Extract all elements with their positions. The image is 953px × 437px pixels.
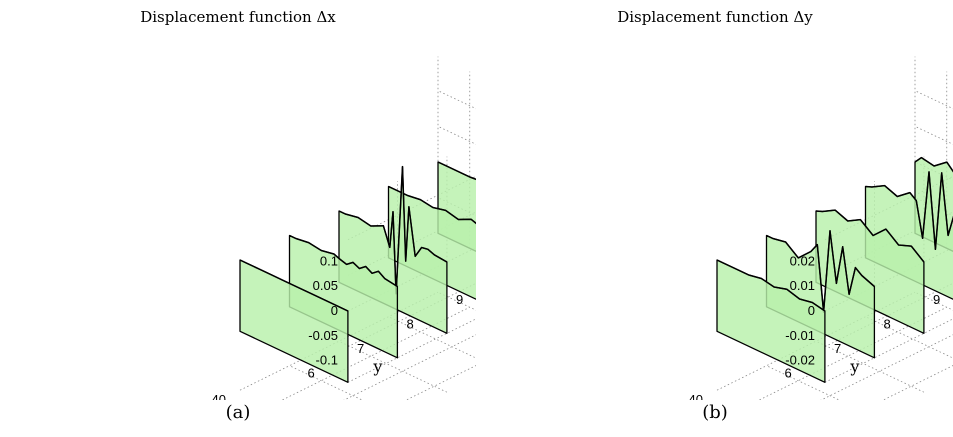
z-tick-label: -0.02 bbox=[785, 353, 815, 368]
y-tick-label: 9 bbox=[456, 292, 463, 307]
z-tick-label: 0.01 bbox=[790, 278, 815, 293]
series-line bbox=[914, 156, 953, 173]
series-line bbox=[865, 171, 953, 251]
grid-line bbox=[343, 334, 476, 400]
series-line bbox=[239, 259, 349, 312]
z-tick-label: 0 bbox=[808, 303, 815, 318]
z-tick-label: -0.1 bbox=[316, 353, 338, 368]
y-axis: 6 7 8 9 y bbox=[785, 292, 941, 381]
series-line bbox=[716, 259, 826, 312]
plot-3d-b: 0.02 0.01 0 -0.01 -0.02 25303540x 6 7 8 9 y bbox=[689, 56, 953, 400]
series-line bbox=[289, 234, 398, 288]
grid-line bbox=[347, 175, 476, 241]
panel-b: Displacement function Δy 0.02 0.01 0 -0.01 -… bbox=[477, 0, 953, 437]
y-tick-label: 6 bbox=[308, 366, 315, 381]
series-slice bbox=[716, 259, 826, 383]
y-axis-label: y bbox=[372, 357, 382, 376]
x-tick-label: 40 bbox=[689, 392, 703, 400]
grid-line bbox=[437, 90, 476, 110]
series-slice bbox=[239, 259, 349, 383]
series-slice bbox=[765, 230, 876, 359]
z-tick-label: -0.05 bbox=[308, 328, 338, 343]
plot-3d-a: 0.1 0.05 0 -0.05 -0.1 25303540x 6 7 8 9 y bbox=[212, 56, 476, 400]
y-tick-label: 8 bbox=[884, 317, 891, 332]
series-line bbox=[766, 230, 875, 313]
y-tick-label: 7 bbox=[834, 341, 841, 356]
grid-line bbox=[347, 318, 476, 383]
grid-line bbox=[914, 90, 953, 110]
y-axis: 6 7 8 9 y bbox=[308, 292, 464, 381]
z-tick-label: 0.02 bbox=[790, 253, 815, 268]
series-line bbox=[338, 165, 448, 295]
figure-caption: (a) bbox=[225, 402, 251, 423]
x-axis: 25303540x bbox=[689, 392, 703, 400]
z-tick-label: -0.01 bbox=[785, 328, 815, 343]
z-tick-label: 0.1 bbox=[320, 253, 338, 268]
z-axis: 0.1 0.05 0 -0.05 -0.1 bbox=[308, 253, 338, 367]
series-line bbox=[437, 161, 476, 181]
x-axis: 25303540x bbox=[212, 392, 226, 400]
y-tick-label: 9 bbox=[933, 292, 940, 307]
figure-caption: (b) bbox=[702, 402, 728, 423]
series-line bbox=[815, 209, 925, 263]
chart-title: Displacement function Δx bbox=[140, 8, 336, 26]
grid-line bbox=[820, 334, 953, 400]
grid-line bbox=[824, 318, 953, 383]
y-tick-label: 6 bbox=[785, 366, 792, 381]
z-tick-label: 0.05 bbox=[313, 278, 338, 293]
series-slice bbox=[288, 234, 399, 359]
y-axis-label: y bbox=[849, 357, 859, 376]
z-tick-label: 0 bbox=[331, 303, 338, 318]
z-axis: 0.02 0.01 0 -0.01 -0.02 bbox=[785, 253, 815, 367]
y-tick-label: 7 bbox=[357, 341, 364, 356]
x-tick-label: 40 bbox=[212, 392, 226, 400]
chart-title: Displacement function Δy bbox=[617, 8, 813, 26]
panel-a: Displacement function Δx 0.1 0.05 0 -0.05 -0… bbox=[0, 0, 476, 437]
y-tick-label: 8 bbox=[407, 317, 414, 332]
